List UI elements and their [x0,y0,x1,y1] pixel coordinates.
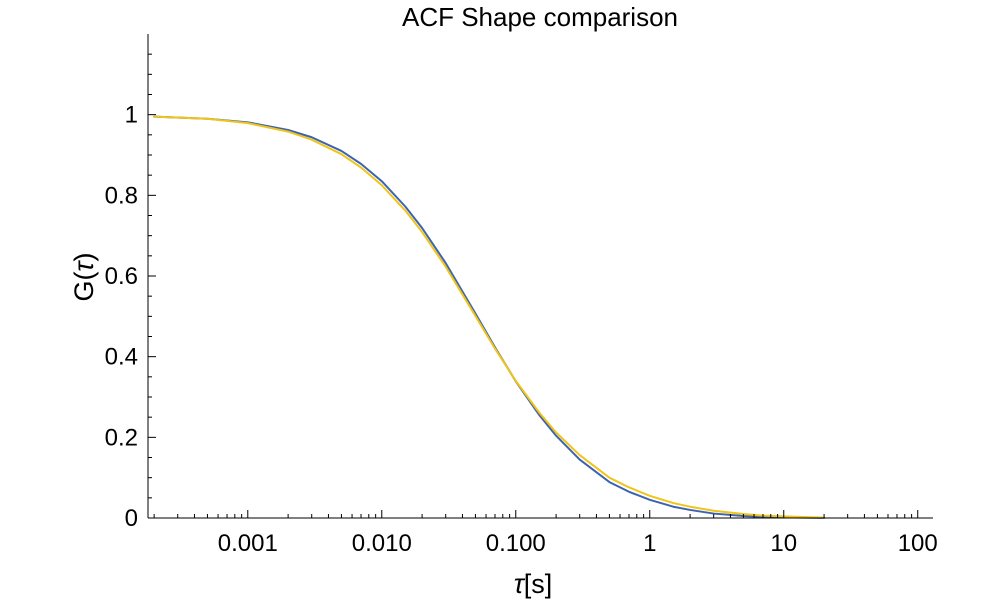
x-axis-label: τ[s] [514,569,553,599]
x-tick-label: 1 [643,530,656,557]
y-axis-label-suffix: ) [69,252,99,261]
y-tick-label: 0 [125,505,138,532]
y-tick-label: 0.4 [105,344,138,371]
chart-title: ACF Shape comparison [402,2,678,32]
y-tick-label: 0.6 [105,263,138,290]
y-axis: 0 0.2 0.4 0.6 0.8 1 [105,34,156,532]
y-tick-label: 1 [125,102,138,129]
x-tick-label: 100 [898,530,938,557]
x-tick-label: 10 [770,530,797,557]
y-tick-label: 0.2 [105,424,138,451]
y-axis-label: G(τ) [69,252,99,301]
x-tick-label: 0.010 [352,530,412,557]
y-axis-label-prefix: G( [69,272,99,302]
x-tick-label: 0.001 [218,530,278,557]
x-tick-label: 0.100 [486,530,546,557]
series-line-2 [153,115,826,519]
y-tick-label: 0.8 [105,182,138,209]
series-layer [153,115,826,519]
series-line-1 [153,115,826,519]
x-axis-label-unit: [s] [524,569,553,599]
y-axis-label-tau: τ [69,260,99,272]
x-axis: 0.001 0.010 0.100 1 10 100 [148,510,938,557]
x-axis-label-tau: τ [514,569,526,599]
